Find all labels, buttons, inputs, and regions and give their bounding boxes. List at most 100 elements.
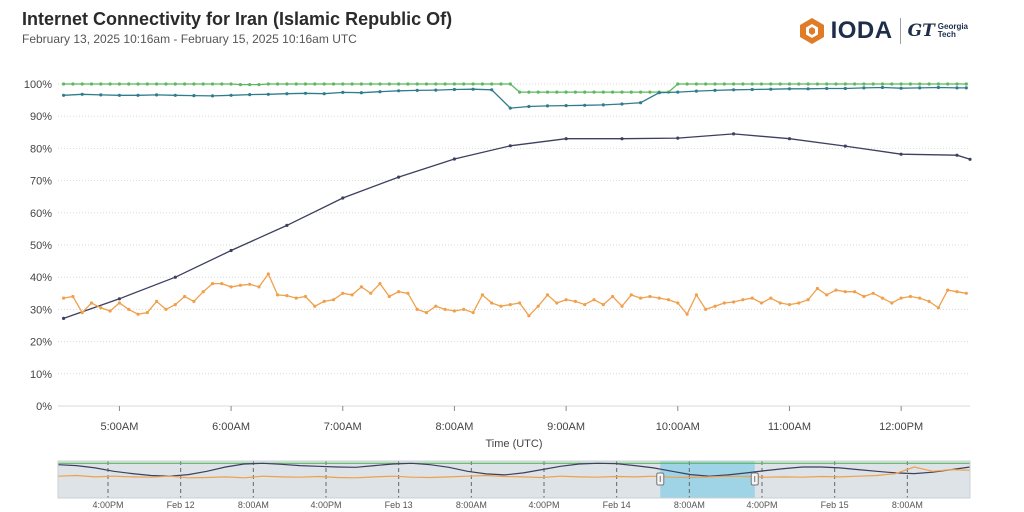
data-point[interactable] — [704, 82, 708, 86]
data-point[interactable] — [378, 82, 382, 86]
data-point[interactable] — [155, 82, 159, 86]
data-point[interactable] — [62, 316, 66, 320]
data-point[interactable] — [238, 283, 242, 287]
data-point[interactable] — [853, 82, 857, 86]
data-point[interactable] — [611, 294, 615, 299]
data-point[interactable] — [117, 297, 121, 301]
data-point[interactable] — [704, 307, 708, 311]
data-point[interactable] — [871, 82, 875, 86]
data-point[interactable] — [387, 82, 391, 86]
data-point[interactable] — [155, 93, 159, 97]
data-point[interactable] — [210, 82, 215, 86]
data-point[interactable] — [797, 301, 801, 305]
data-point[interactable] — [210, 282, 215, 286]
data-point[interactable] — [676, 82, 680, 86]
data-point[interactable] — [880, 82, 885, 86]
data-point[interactable] — [545, 104, 550, 108]
data-point[interactable] — [527, 104, 531, 109]
data-point[interactable] — [443, 307, 447, 311]
data-point[interactable] — [843, 82, 847, 86]
data-point[interactable] — [192, 299, 196, 303]
series-telescope[interactable] — [62, 132, 972, 320]
data-point[interactable] — [62, 296, 66, 300]
data-point[interactable] — [787, 303, 792, 307]
data-point[interactable] — [238, 83, 242, 87]
data-point[interactable] — [583, 103, 587, 107]
data-point[interactable] — [536, 304, 540, 308]
data-point[interactable] — [117, 82, 121, 86]
data-point[interactable] — [229, 93, 233, 97]
data-point[interactable] — [825, 86, 829, 91]
data-point[interactable] — [601, 90, 605, 94]
data-point[interactable] — [843, 86, 847, 91]
data-point[interactable] — [657, 296, 661, 300]
data-point[interactable] — [787, 82, 792, 86]
data-point[interactable] — [518, 90, 522, 94]
data-point[interactable] — [545, 293, 550, 297]
data-point[interactable] — [397, 82, 401, 86]
data-point[interactable] — [229, 248, 233, 253]
data-point[interactable] — [806, 87, 810, 91]
data-point[interactable] — [173, 275, 177, 279]
data-point[interactable] — [908, 82, 913, 86]
data-point[interactable] — [424, 82, 429, 86]
data-point[interactable] — [350, 82, 354, 86]
data-point[interactable] — [545, 90, 550, 94]
data-point[interactable] — [890, 301, 894, 305]
data-point[interactable] — [750, 87, 754, 92]
data-point[interactable] — [927, 299, 931, 303]
data-point[interactable] — [843, 144, 847, 148]
data-point[interactable] — [825, 82, 829, 86]
data-point[interactable] — [629, 90, 633, 94]
data-point[interactable] — [918, 296, 922, 300]
data-point[interactable] — [825, 293, 829, 297]
data-point[interactable] — [201, 290, 205, 294]
data-point[interactable] — [862, 294, 866, 299]
data-point[interactable] — [127, 307, 131, 311]
data-point[interactable] — [136, 93, 140, 97]
data-point[interactable] — [936, 306, 941, 310]
data-point[interactable] — [508, 106, 512, 110]
data-point[interactable] — [946, 82, 950, 86]
data-point[interactable] — [573, 90, 578, 94]
data-point[interactable] — [285, 92, 289, 96]
data-point[interactable] — [341, 82, 345, 86]
data-point[interactable] — [862, 86, 866, 90]
data-point[interactable] — [880, 296, 885, 300]
data-point[interactable] — [406, 291, 410, 295]
data-point[interactable] — [415, 307, 419, 311]
data-point[interactable] — [964, 291, 968, 295]
data-point[interactable] — [462, 82, 466, 86]
data-point[interactable] — [527, 90, 531, 94]
data-point[interactable] — [834, 288, 838, 292]
data-point[interactable] — [955, 290, 959, 294]
data-point[interactable] — [248, 83, 252, 87]
data-point[interactable] — [434, 304, 438, 308]
data-point[interactable] — [899, 296, 903, 300]
data-point[interactable] — [471, 82, 475, 86]
data-point[interactable] — [573, 299, 578, 303]
data-point[interactable] — [303, 294, 308, 299]
data-point[interactable] — [732, 300, 736, 304]
data-point[interactable] — [452, 82, 456, 86]
data-point[interactable] — [173, 303, 177, 307]
data-point[interactable] — [80, 311, 84, 315]
data-point[interactable] — [918, 86, 922, 90]
data-point[interactable] — [880, 85, 885, 90]
series-active_probing[interactable] — [62, 85, 968, 110]
data-point[interactable] — [201, 82, 205, 86]
data-point[interactable] — [294, 82, 298, 86]
data-point[interactable] — [592, 298, 596, 302]
data-point[interactable] — [583, 90, 587, 94]
data-point[interactable] — [499, 304, 503, 308]
data-point[interactable] — [639, 296, 643, 300]
data-point[interactable] — [136, 312, 140, 316]
data-point[interactable] — [769, 296, 773, 300]
data-point[interactable] — [248, 93, 252, 97]
data-point[interactable] — [266, 82, 270, 86]
data-point[interactable] — [508, 303, 512, 307]
data-point[interactable] — [722, 301, 726, 305]
data-point[interactable] — [71, 82, 75, 86]
data-point[interactable] — [769, 87, 773, 91]
data-point[interactable] — [685, 312, 689, 316]
